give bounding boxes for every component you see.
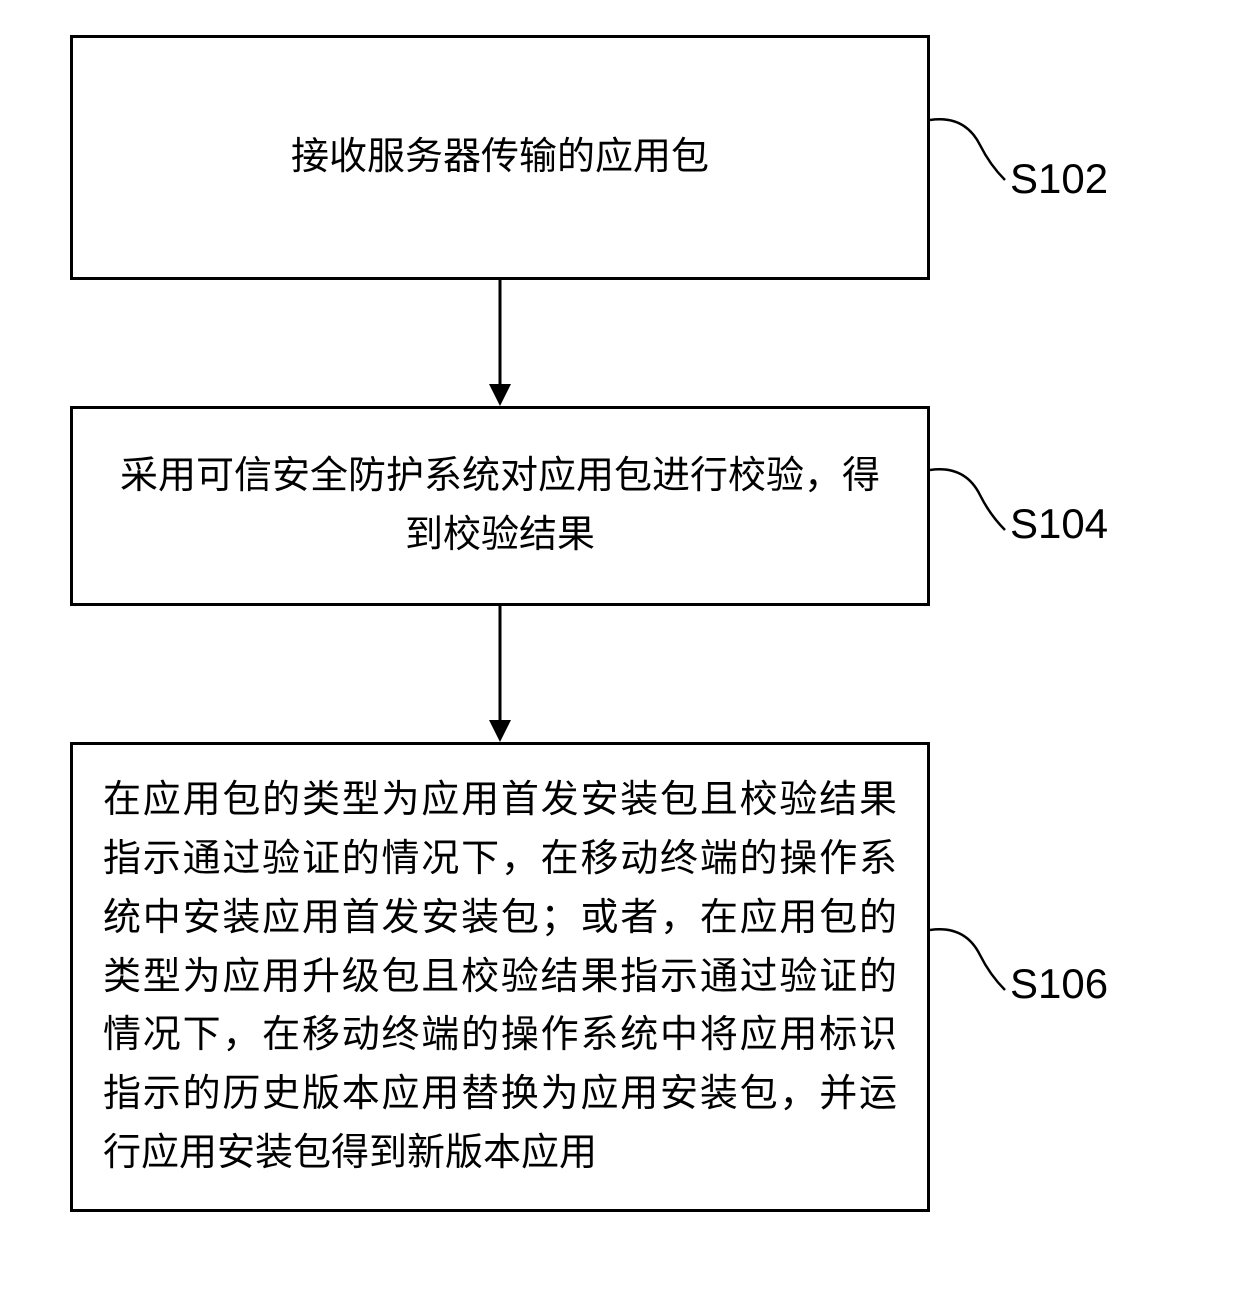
flow-step-3-text: 在应用包的类型为应用首发安装包且校验结果指示通过验证的情况下，在移动终端的操作系… (103, 771, 897, 1183)
flow-step-3: 在应用包的类型为应用首发安装包且校验结果指示通过验证的情况下，在移动终端的操作系… (70, 742, 930, 1212)
step-label-2: S104 (1010, 500, 1108, 548)
flow-step-1: 接收服务器传输的应用包 (70, 35, 930, 280)
flow-step-2-text: 采用可信安全防护系统对应用包进行校验，得到校验结果 (103, 447, 897, 565)
arrow-2 (485, 606, 515, 746)
flow-step-1-text: 接收服务器传输的应用包 (291, 128, 709, 187)
arrow-1 (485, 280, 515, 410)
flow-step-2: 采用可信安全防护系统对应用包进行校验，得到校验结果 (70, 406, 930, 606)
step-label-3: S106 (1010, 960, 1108, 1008)
curve-connector-2 (930, 460, 1010, 540)
curve-connector-3 (930, 920, 1010, 1000)
curve-connector-1 (930, 110, 1010, 190)
step-label-1: S102 (1010, 155, 1108, 203)
